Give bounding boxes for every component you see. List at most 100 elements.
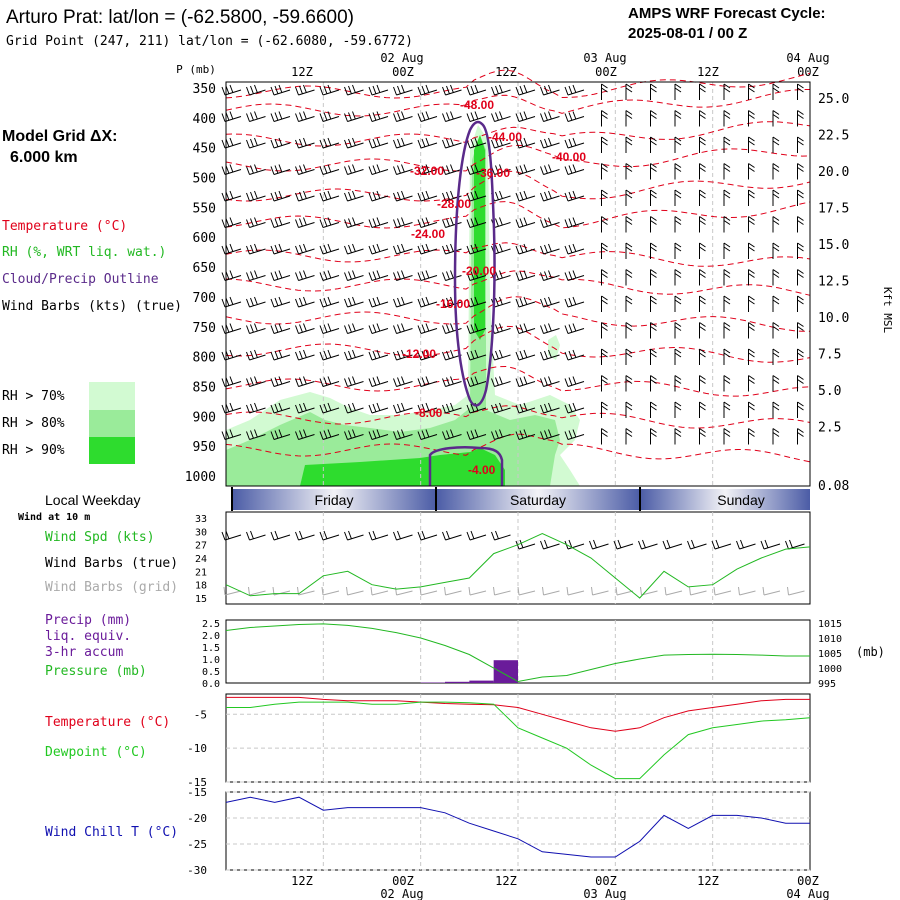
- pressure-tick-800: 800: [193, 351, 216, 366]
- xsec-wind-barb-292: [319, 402, 340, 414]
- xsec-wind-barb-175: [393, 270, 413, 281]
- xsec-wind-barb-120: [221, 217, 242, 228]
- temp-label-44: -44.00: [488, 130, 522, 144]
- xsec-wind-barb-37: [540, 111, 560, 122]
- xsec-wind-barb-266: [270, 376, 291, 387]
- surface-wind-barb-3: [295, 530, 315, 541]
- xsec-wind-barb-188: [723, 269, 731, 286]
- xsec-wind-barb-216: [221, 323, 242, 334]
- legend-wind-true: Wind Barbs (true): [45, 556, 178, 571]
- xsec-wind-barb-15: [601, 83, 608, 100]
- legend-precip-accum: 3-hr accum: [45, 645, 123, 660]
- wind-speed-tick-15: 15: [195, 594, 207, 605]
- xsec-wind-barb-281: [650, 375, 657, 392]
- legend-rh: RH (%, WRT liq. wat.): [2, 245, 166, 260]
- xsec-wind-barb-309: [748, 401, 755, 418]
- xsec-wind-barb-3: [295, 84, 315, 96]
- wind-speed-tick-30: 30: [195, 527, 207, 538]
- xsec-wind-barb-49: [246, 137, 266, 149]
- wind-speed-tick-33: 33: [195, 514, 207, 525]
- xsec-wind-barb-17: [650, 83, 657, 100]
- xsec-wind-barb-104: [417, 190, 438, 202]
- xsec-wind-barb-26: [270, 111, 291, 122]
- pressure-axis-label: P (mb): [176, 63, 216, 76]
- xsec-wind-barb-101: [344, 190, 364, 202]
- cross-section-grid: [322, 82, 714, 486]
- xsec-wind-barb-73: [246, 164, 266, 175]
- xsec-wind-barb-140: [723, 216, 731, 233]
- xsec-wind-barb-0: [221, 84, 242, 96]
- xsec-wind-barb-294: [368, 402, 389, 414]
- grid-wind-barb-15: [591, 586, 609, 596]
- windchill-tick--15: -15: [187, 786, 207, 799]
- xsec-wind-barb-59: [491, 137, 511, 149]
- grid-wind-barb-12: [517, 586, 536, 596]
- legend-rh90: RH > 90%: [2, 443, 65, 458]
- xsec-wind-barb-249: [442, 349, 462, 361]
- xsec-wind-barb-307: [699, 401, 706, 418]
- pressure-tick-500: 500: [193, 172, 216, 187]
- surface-wind-barb-8: [417, 530, 438, 541]
- pressure-tick-350: 350: [193, 82, 216, 97]
- pressure-tick-750: 750: [193, 321, 216, 336]
- xsec-wind-barb-297: [442, 402, 462, 414]
- temperature-line: [226, 696, 810, 732]
- xsec-wind-barb-296: [417, 402, 438, 414]
- windchill-line: [225, 796, 810, 858]
- wind-speed-tick-24: 24: [195, 554, 207, 565]
- xsec-wind-barb-204: [515, 296, 536, 308]
- xsec-wind-barb-91: [699, 163, 706, 180]
- xsec-wind-barb-267: [295, 376, 315, 387]
- xsec-wind-barb-60: [515, 137, 536, 149]
- xsec-wind-barb-322: [466, 429, 487, 440]
- xsec-wind-barb-290: [270, 402, 291, 414]
- legend-rh70-swatch: [89, 382, 135, 410]
- xsec-wind-barb-319: [393, 429, 413, 440]
- windchill-tick--25: -25: [187, 838, 207, 851]
- xsec-wind-barb-46: [772, 110, 780, 127]
- xsec-wind-barb-13: [540, 84, 560, 96]
- xsec-wind-barb-53: [344, 137, 364, 149]
- height-tick-8: 5.0: [818, 384, 841, 399]
- grid-wind-barb-14: [566, 586, 585, 596]
- xsec-wind-barb-242: [270, 349, 291, 361]
- xsec-wind-barb-229: [540, 323, 560, 334]
- xsec-wind-barb-56: [417, 137, 438, 149]
- xsec-wind-barb-114: [674, 189, 682, 206]
- xsec-wind-barb-89: [650, 163, 657, 180]
- xsec-wind-barb-152: [417, 243, 438, 255]
- xsec-wind-barb-330: [674, 428, 682, 445]
- xsec-wind-barb-221: [344, 323, 364, 334]
- xsec-wind-barb-138: [674, 216, 682, 233]
- xsec-wind-barb-96: [221, 190, 242, 202]
- xsec-wind-barb-166: [772, 242, 780, 259]
- xsec-wind-barb-202: [466, 296, 487, 308]
- xsec-wind-barb-259: [699, 348, 706, 365]
- pressure-tick-850: 850: [193, 380, 216, 395]
- xsec-wind-barb-219: [295, 323, 315, 334]
- surface-wind-barb-19: [687, 539, 707, 550]
- xsec-wind-barb-218: [270, 323, 291, 334]
- isotherm-2: [225, 121, 811, 147]
- temp-label-40: -40.00: [552, 150, 586, 164]
- isotherm-8: [225, 296, 810, 332]
- xsec-wind-barb-156: [515, 243, 536, 255]
- pressure-tick-900: 900: [193, 410, 216, 425]
- xsec-wind-barb-22: [772, 83, 780, 100]
- xsec-wind-barb-201: [442, 296, 462, 308]
- top-tick-5: 12Z: [697, 65, 719, 79]
- xsec-wind-barb-285: [748, 375, 755, 392]
- temperature-panel: -5 -10 -15: [187, 693, 811, 789]
- xsec-wind-barb-263: [797, 348, 804, 365]
- xsec-wind-barb-277: [540, 376, 560, 387]
- xsec-wind-barb-313: [246, 429, 266, 440]
- wind-speed-line: [225, 533, 811, 599]
- xsec-wind-barb-335: [797, 428, 804, 445]
- legend-precip-liq: liq. equiv.: [45, 629, 131, 644]
- pressure-tick-1000: 1000: [818, 664, 842, 675]
- xsec-wind-barb-212: [723, 295, 731, 312]
- xsec-wind-barb-108: [515, 190, 536, 202]
- surface-wind-barb-6: [368, 530, 389, 541]
- xsec-wind-barb-274: [466, 376, 487, 387]
- wind-speed-panel: 33 30 27 24 21 18 15: [195, 511, 811, 605]
